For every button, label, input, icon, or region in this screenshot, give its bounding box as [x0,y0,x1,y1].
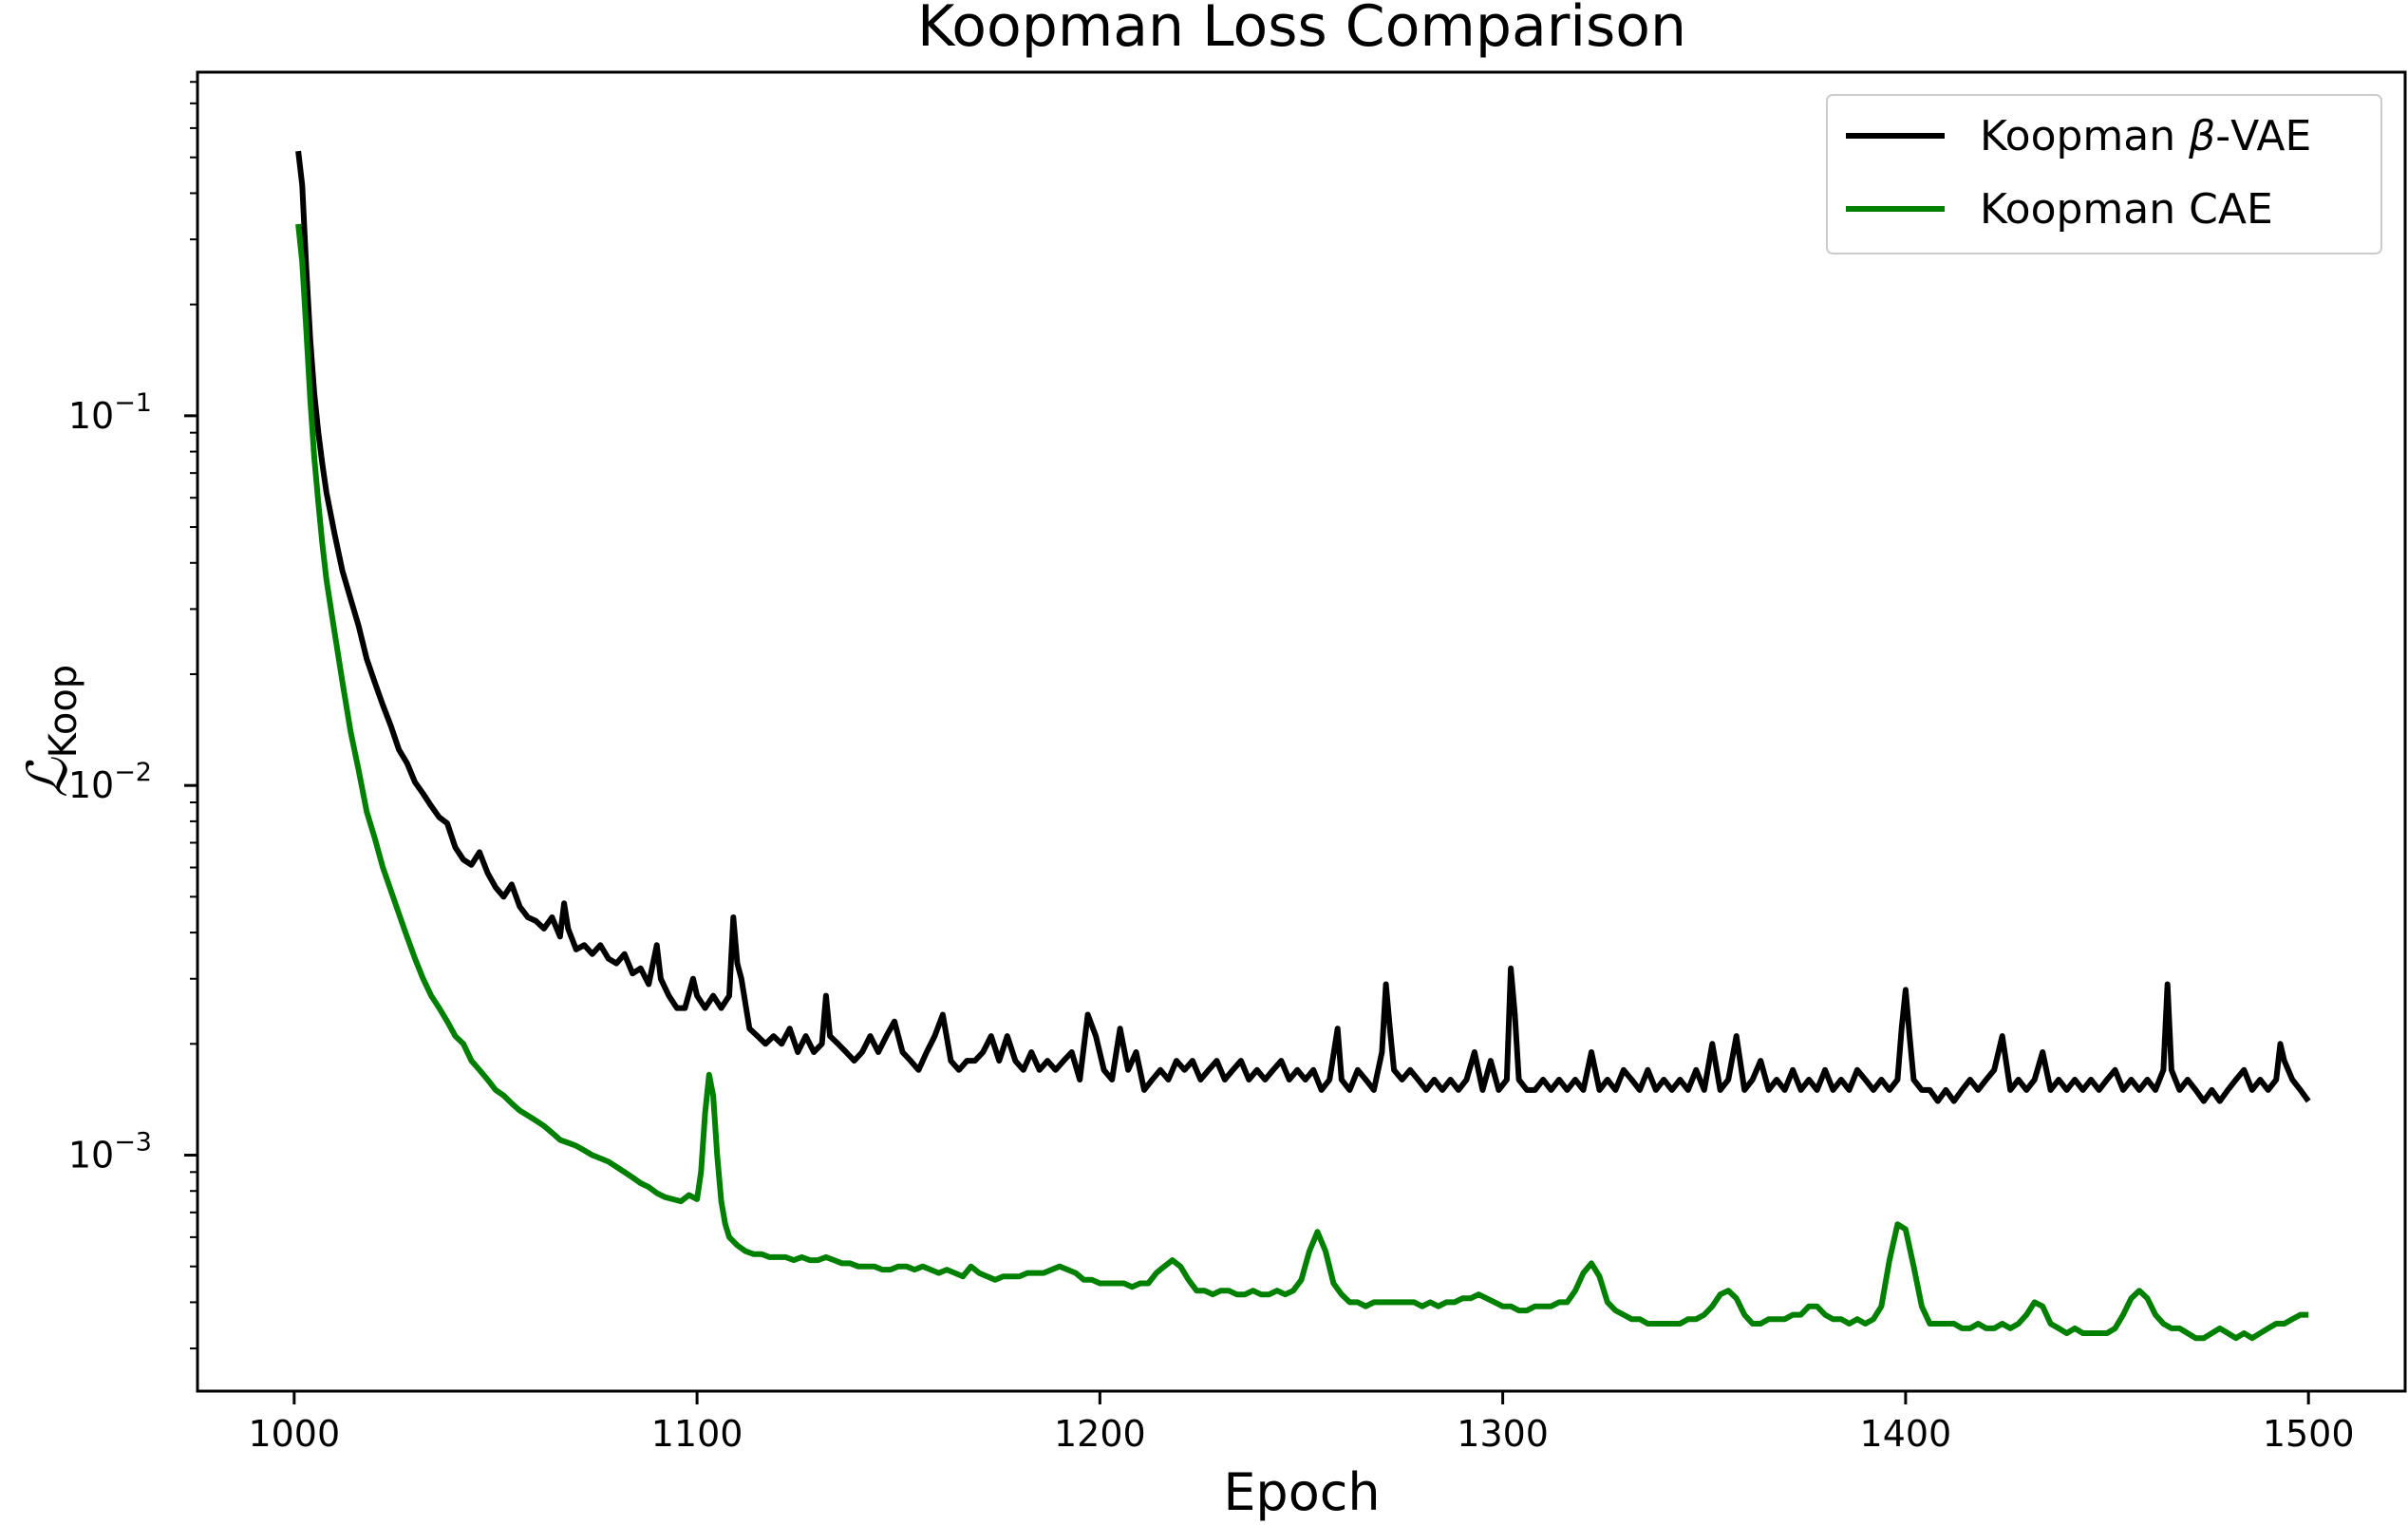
y-tick-base: 10 [68,395,114,437]
y-tick-exponent: −3 [114,1128,152,1158]
x-tick-label: 1100 [651,1413,743,1455]
y-tick-exponent: −2 [114,758,152,787]
y-tick-base: 10 [68,764,114,806]
legend-box [1826,94,2382,254]
x-tick-label: 1300 [1457,1413,1549,1455]
series-line-1 [295,223,2309,1342]
legend-label-vae: Koopman β-VAE [1980,112,2311,160]
y-tick-label: 10−3 [68,1128,152,1177]
y-axis-minor-ticks [190,81,198,1350]
x-tick-label: 1500 [2263,1413,2355,1455]
y-axis: 10−110−210−3 [68,388,198,1177]
x-tick-label: 1400 [1860,1413,1952,1455]
y-axis-title-subscript: Koop [42,665,85,759]
x-tick-label: 1000 [248,1413,340,1455]
plot-area [196,70,2407,1393]
x-tick-label: 1200 [1054,1413,1146,1455]
x-axis-title: Epoch [1223,1462,1380,1522]
chart-title: Koopman Loss Comparison [917,0,1686,60]
legend-label-cae: Koopman CAE [1980,185,2273,234]
y-tick-exponent: −1 [114,388,152,418]
y-tick-label: 10−2 [68,758,152,806]
plot-frame [196,70,2407,1393]
x-axis: 1000 1100 1200 1300 1400 1500 [248,1391,2355,1455]
series-line-0 [295,150,2311,1104]
legend-label-vae-suffix: -VAE [2215,112,2311,160]
y-tick-label: 10−1 [68,388,152,437]
legend: Koopman β-VAE Koopman CAE [1826,94,2382,254]
y-tick-base: 10 [68,1135,114,1177]
legend-label-vae-prefix: Koopman [1980,112,2189,160]
y-axis-title: ℒKoop [15,665,85,798]
legend-label-vae-symbol: β [2188,112,2215,160]
series-layer [295,150,2311,1342]
y-axis-title-symbol: ℒ [15,757,80,798]
